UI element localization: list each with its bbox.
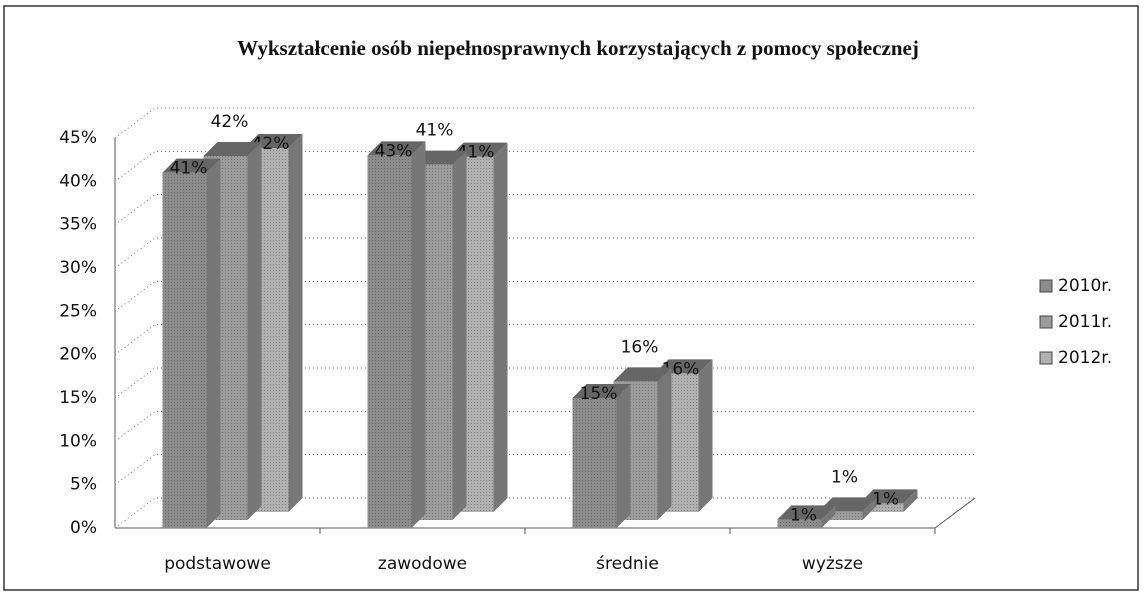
legend-label: 2010r.	[1058, 276, 1112, 296]
data-label: 42%	[211, 112, 249, 132]
y-tick-label: 40%	[59, 171, 97, 191]
x-tick-label: średnie	[596, 554, 659, 574]
y-tick-label: 30%	[59, 258, 97, 278]
bar-top	[613, 367, 672, 382]
legend-swatch	[1039, 315, 1053, 329]
x-tick-label: wyższe	[802, 554, 863, 574]
bar-side	[821, 505, 836, 528]
data-label: 1%	[831, 467, 858, 487]
bar	[572, 384, 631, 528]
bar-side	[657, 367, 672, 520]
data-label: 41%	[416, 121, 454, 141]
grid-line	[114, 237, 975, 269]
bar-front-hatch	[818, 511, 863, 520]
y-tick-label: 5%	[70, 475, 97, 495]
x-tick-label: zawodowe	[378, 554, 467, 574]
y-tick-label: 25%	[59, 301, 97, 321]
data-label: 43%	[375, 141, 413, 161]
x-tick-label: podstawowe	[164, 554, 271, 574]
bar-side	[493, 142, 508, 512]
data-label: 1%	[790, 505, 817, 525]
y-tick-label: 10%	[59, 431, 97, 451]
legend-label: 2012r.	[1058, 348, 1112, 368]
grid-line	[114, 324, 975, 356]
bar-top	[777, 505, 836, 520]
bar-side	[903, 489, 918, 512]
floor-edge	[934, 497, 976, 529]
bar-front-hatch	[572, 398, 617, 528]
bar	[777, 505, 836, 528]
bar-front-hatch	[367, 155, 412, 529]
frame	[3, 5, 1139, 591]
y-tick-label: 45%	[59, 128, 97, 148]
bar-top	[162, 158, 221, 173]
bar	[367, 141, 426, 529]
grid-line	[114, 280, 975, 312]
bar-front-hatch	[859, 503, 904, 512]
chart-title: Wykształcenie osób niepełnosprawnych kor…	[237, 36, 919, 60]
legend-swatch	[1039, 351, 1053, 365]
bar-top	[203, 142, 262, 156]
data-label: 15%	[580, 384, 618, 404]
bar-top	[367, 141, 426, 156]
bar-top	[572, 384, 631, 398]
bar-side	[452, 150, 467, 520]
bar-front-hatch	[777, 519, 822, 528]
bar-side	[698, 359, 713, 512]
bar-side	[862, 497, 877, 520]
y-tick-label: 35%	[59, 215, 97, 235]
y-tick-label: 20%	[59, 345, 97, 365]
bar-side	[411, 141, 426, 529]
data-label: 16%	[621, 337, 659, 357]
bar-side	[616, 384, 631, 528]
grid-line	[114, 150, 975, 182]
data-label: 1%	[872, 489, 899, 509]
y-tick-label: 0%	[70, 518, 97, 538]
grid-line	[114, 194, 975, 226]
bar-side	[206, 158, 221, 528]
bar-side	[288, 134, 303, 512]
grid-line	[114, 107, 975, 139]
y-tick-label: 15%	[59, 388, 97, 408]
bar-side	[247, 142, 262, 520]
bar-front-hatch	[162, 172, 207, 528]
legend-swatch	[1039, 279, 1053, 293]
bar	[162, 158, 221, 528]
legend-label: 2011r.	[1058, 312, 1112, 332]
data-label: 41%	[170, 159, 208, 179]
